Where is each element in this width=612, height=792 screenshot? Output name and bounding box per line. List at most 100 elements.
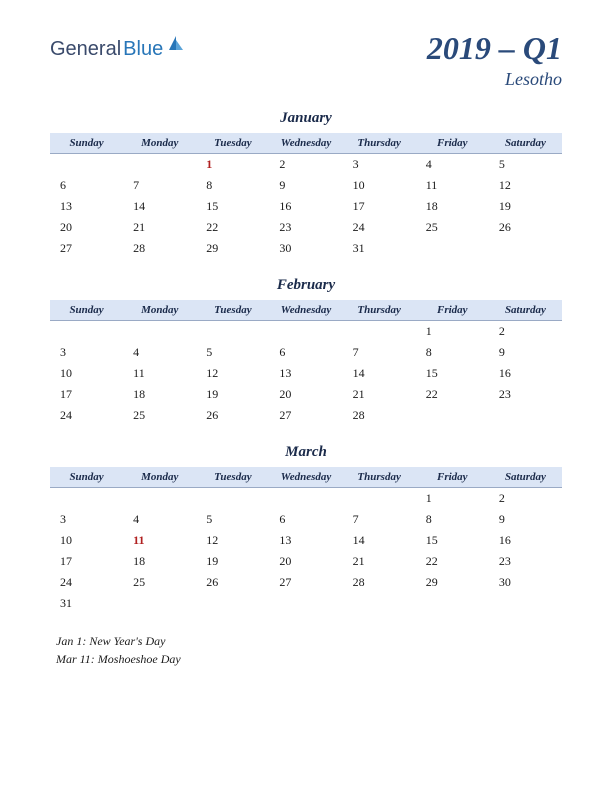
day-cell: 24 [50, 572, 123, 593]
day-cell: 15 [416, 530, 489, 551]
day-cell: 6 [50, 175, 123, 196]
day-cell [269, 321, 342, 343]
day-cell [416, 405, 489, 426]
day-cell: 31 [343, 238, 416, 259]
day-cell: 8 [416, 509, 489, 530]
logo-part1: General [50, 38, 121, 61]
title-sub: Lesotho [427, 69, 562, 90]
day-cell: 9 [489, 342, 562, 363]
table-row: 3456789 [50, 509, 562, 530]
logo-icon [167, 34, 185, 57]
day-cell: 30 [489, 572, 562, 593]
logo-part2: Blue [123, 38, 163, 61]
day-cell: 7 [343, 342, 416, 363]
day-cell: 23 [489, 384, 562, 405]
table-row: 2728293031 [50, 238, 562, 259]
day-cell: 5 [489, 154, 562, 176]
day-cell [196, 321, 269, 343]
day-cell: 19 [196, 384, 269, 405]
day-cell [123, 488, 196, 510]
day-cell: 9 [269, 175, 342, 196]
day-cell: 28 [123, 238, 196, 259]
day-cell: 6 [269, 509, 342, 530]
calendar-table: SundayMondayTuesdayWednesdayThursdayFrid… [50, 467, 562, 614]
day-cell: 4 [123, 342, 196, 363]
day-cell: 11 [123, 530, 196, 551]
day-cell: 10 [50, 530, 123, 551]
day-cell: 7 [343, 509, 416, 530]
day-cell: 20 [269, 384, 342, 405]
table-row: 17181920212223 [50, 551, 562, 572]
day-cell: 16 [269, 196, 342, 217]
day-cell [489, 405, 562, 426]
logo: GeneralBlue [50, 38, 185, 61]
day-cell [50, 488, 123, 510]
day-cell: 7 [123, 175, 196, 196]
day-header: Saturday [489, 133, 562, 154]
day-cell: 18 [416, 196, 489, 217]
holiday-note: Mar 11: Moshoeshoe Day [56, 650, 562, 668]
day-cell [269, 593, 342, 614]
table-row: 24252627282930 [50, 572, 562, 593]
day-cell: 3 [50, 509, 123, 530]
day-cell: 6 [269, 342, 342, 363]
day-cell: 16 [489, 530, 562, 551]
day-cell [123, 593, 196, 614]
calendar-table: SundayMondayTuesdayWednesdayThursdayFrid… [50, 300, 562, 426]
month-name: January [50, 110, 562, 127]
day-cell [269, 488, 342, 510]
calendars-container: January SundayMondayTuesdayWednesdayThurs… [50, 110, 562, 614]
day-cell: 20 [269, 551, 342, 572]
day-cell: 4 [123, 509, 196, 530]
day-cell [123, 154, 196, 176]
day-cell: 28 [343, 405, 416, 426]
day-cell: 13 [269, 530, 342, 551]
day-cell: 18 [123, 384, 196, 405]
day-cell: 21 [123, 217, 196, 238]
day-cell: 9 [489, 509, 562, 530]
day-cell: 25 [123, 572, 196, 593]
month-name: February [50, 277, 562, 294]
day-cell: 17 [343, 196, 416, 217]
day-cell: 8 [416, 342, 489, 363]
day-header: Saturday [489, 467, 562, 488]
day-cell [123, 321, 196, 343]
day-cell: 15 [196, 196, 269, 217]
day-cell [343, 321, 416, 343]
day-cell: 30 [269, 238, 342, 259]
day-header: Saturday [489, 300, 562, 321]
day-header: Tuesday [196, 300, 269, 321]
day-cell: 1 [416, 488, 489, 510]
day-header: Sunday [50, 133, 123, 154]
day-cell: 12 [489, 175, 562, 196]
day-cell: 26 [196, 405, 269, 426]
day-cell: 14 [343, 530, 416, 551]
day-cell: 2 [269, 154, 342, 176]
day-header: Friday [416, 467, 489, 488]
day-header: Wednesday [269, 133, 342, 154]
day-cell: 11 [123, 363, 196, 384]
day-cell: 3 [343, 154, 416, 176]
day-header: Tuesday [196, 133, 269, 154]
day-cell: 4 [416, 154, 489, 176]
day-cell: 2 [489, 321, 562, 343]
day-cell: 26 [196, 572, 269, 593]
day-cell: 3 [50, 342, 123, 363]
day-header: Wednesday [269, 467, 342, 488]
day-cell [50, 321, 123, 343]
day-header: Monday [123, 467, 196, 488]
day-cell: 12 [196, 530, 269, 551]
day-cell [196, 593, 269, 614]
day-cell: 1 [416, 321, 489, 343]
day-cell: 10 [343, 175, 416, 196]
day-cell: 22 [416, 551, 489, 572]
holiday-note: Jan 1: New Year's Day [56, 632, 562, 650]
day-cell: 13 [269, 363, 342, 384]
month-block: February SundayMondayTuesdayWednesdayThur… [50, 277, 562, 426]
day-cell: 22 [196, 217, 269, 238]
day-cell [416, 593, 489, 614]
day-cell: 23 [269, 217, 342, 238]
day-cell: 22 [416, 384, 489, 405]
day-cell: 8 [196, 175, 269, 196]
table-row: 12 [50, 321, 562, 343]
